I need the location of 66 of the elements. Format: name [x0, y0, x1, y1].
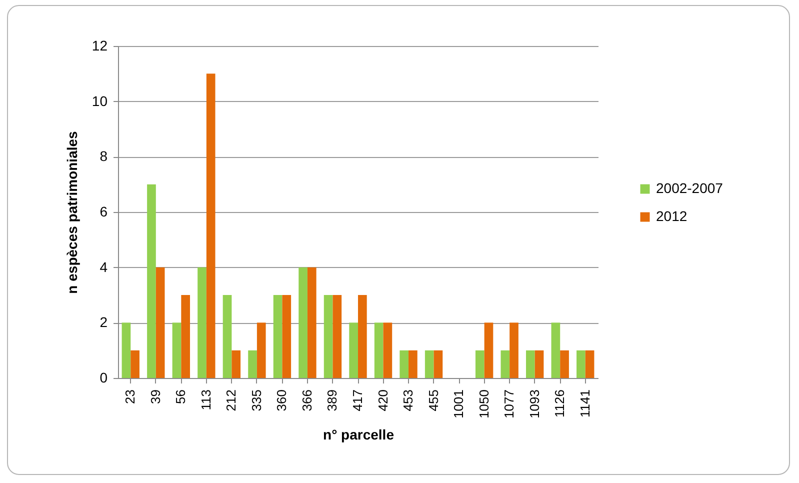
bar [181, 295, 190, 378]
bar [172, 322, 182, 378]
bar [560, 350, 569, 378]
y-axis-title: n espèces patrimoniales [64, 130, 80, 294]
x-tick-label: 360 [274, 390, 290, 412]
bar [400, 350, 409, 378]
bar [500, 350, 510, 378]
bar [424, 350, 434, 378]
x-tick-label: 453 [400, 390, 416, 412]
bar [332, 295, 342, 378]
bar [551, 322, 560, 378]
bar [156, 267, 165, 378]
y-tick-label: 10 [92, 92, 108, 109]
x-tick-label: 1001 [451, 390, 466, 418]
x-tick-label: 23 [122, 390, 138, 404]
y-tick-label: 6 [100, 204, 108, 220]
x-tick-label: 335 [248, 390, 264, 412]
bar [248, 350, 257, 378]
x-tick-label: 56 [173, 390, 188, 404]
x-tick-label: 1077 [502, 390, 517, 418]
x-tick-label: 1141 [577, 390, 592, 418]
bar [324, 295, 333, 378]
x-tick-label: 1126 [552, 390, 568, 418]
bar [122, 322, 131, 378]
bar [256, 322, 266, 378]
bar [147, 184, 156, 378]
bar [383, 322, 392, 378]
bar [349, 322, 358, 378]
x-tick-label: 420 [375, 390, 390, 412]
bar [232, 350, 241, 378]
bar [434, 350, 443, 378]
y-tick-label: 0 [100, 370, 108, 386]
bar [273, 295, 282, 378]
legend-label: 2012 [656, 208, 688, 224]
legend-label: 2002-2007 [656, 180, 724, 196]
bar [475, 350, 484, 378]
bar [526, 350, 535, 378]
bar [298, 267, 308, 378]
bar [534, 350, 544, 378]
x-tick-label: 113 [198, 390, 214, 410]
bar [408, 350, 418, 378]
x-tick-label: 1093 [526, 390, 542, 418]
bar [222, 295, 232, 378]
x-axis-title: n° parcelle [323, 426, 394, 442]
bar [198, 267, 206, 378]
bar [307, 267, 316, 378]
y-tick-label: 2 [100, 314, 108, 330]
x-tick-label: 39 [148, 390, 163, 404]
bar [576, 350, 586, 378]
x-tick-label: 417 [350, 390, 365, 412]
x-tick-label: 389 [324, 390, 340, 412]
bar [282, 295, 292, 378]
bar [206, 74, 216, 378]
bar [374, 322, 384, 378]
x-tick-label: 212 [224, 390, 239, 412]
bar [510, 322, 518, 378]
x-tick-label: 455 [426, 390, 441, 412]
y-tick-label: 12 [92, 38, 108, 54]
x-tick-label: 1050 [476, 390, 492, 418]
bar [585, 350, 594, 378]
bar [484, 322, 494, 378]
bar [358, 295, 367, 378]
x-tick-label: 366 [299, 390, 314, 412]
y-tick-label: 8 [100, 148, 108, 164]
bar [130, 350, 140, 378]
y-tick-label: 4 [100, 258, 108, 275]
